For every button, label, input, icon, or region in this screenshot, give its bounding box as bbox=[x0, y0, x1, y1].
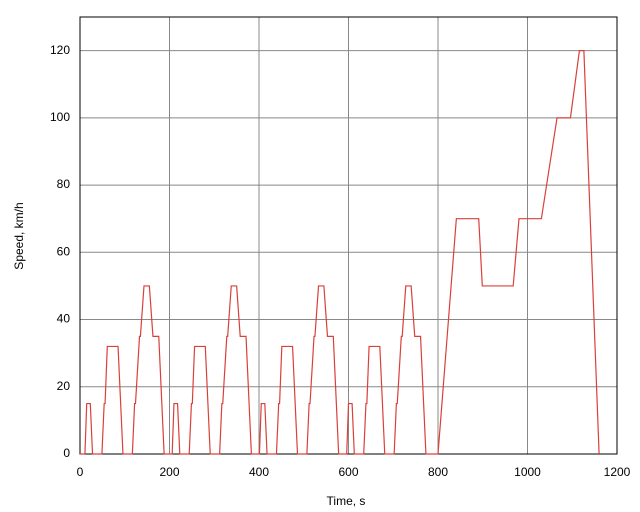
y-tick-label: 120 bbox=[50, 43, 70, 57]
plot-frame bbox=[79, 16, 618, 455]
x-tick-label: 400 bbox=[249, 465, 269, 479]
y-tick-label: 20 bbox=[57, 379, 71, 393]
y-tick-label: 100 bbox=[50, 110, 70, 124]
y-tick-label: 40 bbox=[57, 312, 71, 326]
x-tick-label: 1200 bbox=[604, 465, 631, 479]
y-axis-label: Speed, km/h bbox=[12, 202, 26, 269]
x-tick-label: 200 bbox=[159, 465, 179, 479]
x-tick-label: 0 bbox=[77, 465, 84, 479]
x-axis-label: Time, s bbox=[327, 494, 366, 508]
y-tick-label: 0 bbox=[63, 446, 70, 460]
x-tick-label: 1000 bbox=[514, 465, 541, 479]
y-tick-label: 80 bbox=[57, 177, 71, 191]
x-tick-label: 800 bbox=[428, 465, 448, 479]
y-tick-label: 60 bbox=[57, 244, 71, 258]
data-line bbox=[80, 50, 600, 455]
x-tick-label: 600 bbox=[338, 465, 358, 479]
